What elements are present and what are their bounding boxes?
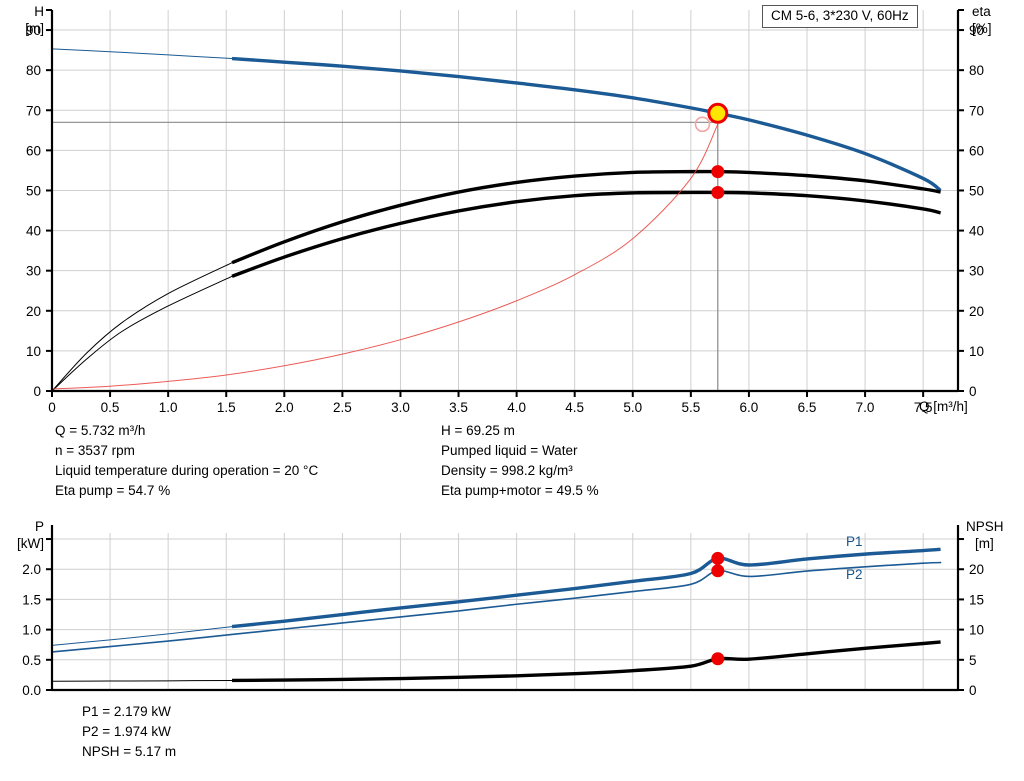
svg-text:40: 40 <box>26 224 41 239</box>
svg-text:40: 40 <box>969 224 984 239</box>
svg-text:1.0: 1.0 <box>22 623 41 638</box>
svg-text:6.0: 6.0 <box>740 400 759 415</box>
svg-text:50: 50 <box>26 183 41 198</box>
svg-text:80: 80 <box>969 63 984 78</box>
head-eta-chart: 0 10 20 30 40 50 60 70 80 90 0 10 20 30 40 50 60 70 80 90 0 0… <box>26 9 984 415</box>
power-results-block: P1 = 2.179 kW P2 = 1.974 kW NPSH = 5.17 … <box>82 702 176 762</box>
series-label-p2: P2 <box>846 567 863 582</box>
svg-text:0: 0 <box>969 384 977 399</box>
duty-eta-pump: Eta pump = 54.7 % <box>55 483 171 498</box>
svg-text:20: 20 <box>969 304 984 319</box>
svg-text:1.0: 1.0 <box>159 400 178 415</box>
svg-text:0.5: 0.5 <box>101 400 120 415</box>
svg-text:6.5: 6.5 <box>798 400 817 415</box>
duty-q: Q = 5.732 m³/h <box>55 423 146 438</box>
svg-text:60: 60 <box>969 143 984 158</box>
svg-text:4.5: 4.5 <box>565 400 584 415</box>
svg-text:80: 80 <box>26 63 41 78</box>
svg-text:20: 20 <box>969 562 984 577</box>
svg-text:10: 10 <box>969 623 984 638</box>
duty-point-column-2: H = 69.25 m Pumped liquid = Water Densit… <box>441 421 599 501</box>
svg-text:90: 90 <box>26 23 41 38</box>
duty-eta-pump-motor: Eta pump+motor = 49.5 % <box>441 483 599 498</box>
svg-text:5.0: 5.0 <box>623 400 642 415</box>
svg-text:3.5: 3.5 <box>449 400 468 415</box>
svg-text:5.5: 5.5 <box>681 400 700 415</box>
svg-text:90: 90 <box>969 23 984 38</box>
svg-text:20: 20 <box>26 304 41 319</box>
duty-liquid-temperature: Liquid temperature during operation = 20… <box>55 463 319 478</box>
svg-text:70: 70 <box>969 103 984 118</box>
svg-text:5: 5 <box>969 653 977 668</box>
svg-text:70: 70 <box>26 103 41 118</box>
svg-text:10: 10 <box>969 344 984 359</box>
svg-text:7.5: 7.5 <box>914 400 933 415</box>
svg-text:7.0: 7.0 <box>856 400 875 415</box>
lower-right-axis-title-line1: NPSH <box>966 519 1004 534</box>
svg-text:10: 10 <box>26 344 41 359</box>
power-npsh-chart: 0.0 0.5 1.0 1.5 2.0 0 5 10 15 20 <box>22 525 984 698</box>
lower-right-axis-title-line2: [m] <box>975 536 994 551</box>
svg-text:50: 50 <box>969 183 984 198</box>
upper-right-axis-title-line1: eta <box>972 4 991 19</box>
svg-text:0: 0 <box>969 683 977 698</box>
duty-n: n = 3537 rpm <box>55 443 135 458</box>
duty-density: Density = 998.2 kg/m³ <box>441 463 573 478</box>
lower-left-axis-title-line1: P <box>34 519 44 534</box>
result-npsh: NPSH = 5.17 m <box>82 744 177 759</box>
result-p2: P2 = 1.974 kW <box>82 724 171 739</box>
series-label-p1: P1 <box>846 534 863 549</box>
svg-text:1.5: 1.5 <box>22 592 41 607</box>
svg-text:3.0: 3.0 <box>391 400 410 415</box>
upper-right-axis-title-line2: [%] <box>972 21 992 36</box>
svg-text:2.0: 2.0 <box>22 562 41 577</box>
svg-text:30: 30 <box>969 264 984 279</box>
duty-pumped-liquid: Pumped liquid = Water <box>441 443 578 458</box>
svg-text:15: 15 <box>969 592 984 607</box>
svg-text:2.0: 2.0 <box>275 400 294 415</box>
lower-left-axis-title-line2: [kW] <box>17 536 44 551</box>
svg-text:4.0: 4.0 <box>507 400 526 415</box>
duty-point-column-1: Q = 5.732 m³/h n = 3537 rpm Liquid tempe… <box>55 421 318 501</box>
svg-text:0.5: 0.5 <box>22 653 41 668</box>
svg-text:2.5: 2.5 <box>333 400 352 415</box>
svg-text:60: 60 <box>26 143 41 158</box>
svg-text:0: 0 <box>48 400 56 415</box>
upper-left-axis-title-line1: H <box>34 4 44 19</box>
result-p1: P1 = 2.179 kW <box>82 704 171 719</box>
svg-text:0.0: 0.0 <box>22 683 41 698</box>
svg-text:30: 30 <box>26 264 41 279</box>
pump-model-title: CM 5-6, 3*230 V, 60Hz <box>762 5 918 28</box>
svg-text:1.5: 1.5 <box>217 400 236 415</box>
duty-h: H = 69.25 m <box>441 423 515 438</box>
upper-left-axis-title-line2: [m] <box>25 21 44 36</box>
svg-text:0: 0 <box>33 384 41 399</box>
upper-x-axis-title: Q [m³/h] <box>919 399 968 414</box>
